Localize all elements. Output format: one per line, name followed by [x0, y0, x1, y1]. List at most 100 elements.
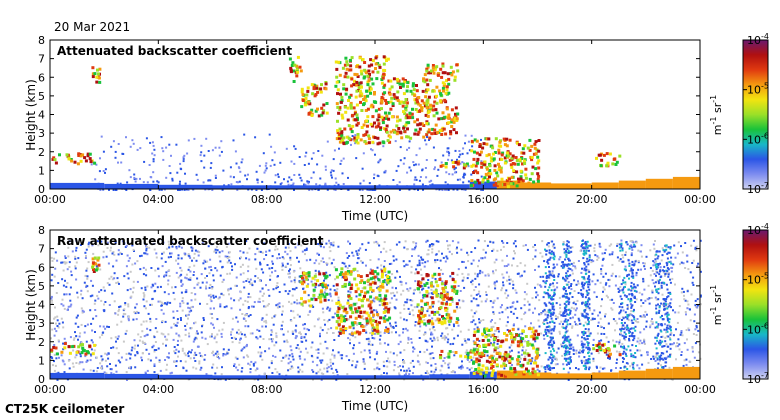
noise-cell — [399, 316, 402, 319]
noise-cell — [188, 335, 191, 338]
noise-cell — [115, 347, 118, 350]
noise-cell — [684, 242, 687, 244]
noise-cell — [253, 301, 256, 304]
noise-cell — [550, 353, 552, 356]
noise-cell — [89, 369, 92, 372]
noise-cell — [128, 169, 131, 172]
noise-cell — [294, 246, 297, 249]
noise-cell — [241, 313, 244, 315]
noise-cell — [445, 327, 448, 330]
noise-cell — [546, 314, 549, 317]
noise-cell — [651, 289, 654, 292]
noise-cell — [112, 189, 115, 191]
noise-cell — [648, 302, 651, 305]
noise-cell — [367, 283, 370, 286]
noise-cell — [143, 305, 146, 308]
noise-cell — [429, 357, 432, 360]
noise-cell — [456, 178, 459, 181]
noise-cell — [656, 367, 659, 370]
noise-cell — [445, 255, 448, 258]
cloud-cell — [381, 118, 385, 122]
noise-cell — [261, 294, 264, 297]
noise-cell — [422, 258, 425, 261]
noise-cell — [117, 161, 119, 164]
noise-cell — [455, 306, 458, 308]
noise-cell — [162, 241, 165, 244]
cloud-cell — [383, 127, 386, 131]
noise-cell — [248, 258, 251, 261]
noise-cell — [631, 240, 634, 243]
noise-cell — [157, 275, 160, 278]
noise-cell — [185, 273, 188, 276]
noise-cell — [376, 362, 379, 365]
noise-cell — [565, 300, 568, 303]
noise-cell — [421, 168, 424, 171]
noise-cell — [476, 326, 479, 329]
noise-cell — [647, 361, 650, 364]
noise-cell — [63, 363, 66, 366]
noise-cell — [583, 278, 586, 281]
cloud-cell — [370, 103, 374, 107]
noise-cell — [424, 167, 427, 169]
noise-cell — [573, 320, 576, 323]
noise-cell — [213, 250, 216, 253]
noise-cell — [145, 245, 148, 248]
noise-cell — [319, 359, 322, 362]
y-tick-label: 0 — [38, 183, 45, 196]
noise-cell — [324, 165, 327, 168]
noise-cell — [210, 300, 213, 303]
noise-cell — [265, 250, 268, 253]
noise-cell — [245, 257, 248, 260]
cloud-cell — [96, 68, 99, 72]
noise-cell — [84, 251, 87, 254]
noise-cell — [195, 337, 198, 340]
noise-cell — [231, 268, 234, 271]
noise-cell — [261, 358, 264, 361]
cloud-cell — [306, 89, 310, 93]
noise-cell — [592, 360, 595, 363]
noise-cell — [305, 259, 308, 262]
noise-cell — [139, 177, 141, 180]
cloud-cell — [295, 67, 299, 71]
noise-cell — [180, 239, 183, 242]
noise-cell — [427, 253, 430, 256]
cloud-cell — [517, 180, 521, 183]
noise-cell — [274, 181, 277, 184]
noise-cell — [375, 309, 378, 312]
noise-cell — [129, 270, 132, 273]
noise-cell — [436, 259, 439, 261]
noise-cell — [230, 331, 233, 334]
noise-cell — [293, 288, 296, 291]
noise-cell — [431, 317, 434, 320]
noise-cell — [562, 243, 565, 246]
noise-cell — [393, 360, 396, 363]
noise-cell — [290, 319, 293, 322]
heatmap-cells — [50, 239, 702, 381]
cloud-cell — [424, 95, 428, 99]
cloud-cell — [359, 138, 363, 142]
noise-cell — [130, 349, 133, 352]
noise-cell — [69, 336, 72, 339]
cloud-cell — [343, 75, 347, 79]
cloud-cell — [498, 165, 501, 169]
noise-cell — [487, 273, 490, 276]
cloud-cell — [395, 115, 399, 119]
noise-cell — [221, 265, 224, 268]
noise-cell — [125, 265, 128, 268]
noise-cell — [328, 274, 331, 277]
noise-cell — [456, 307, 459, 310]
noise-cell — [51, 273, 54, 276]
noise-cell — [263, 258, 266, 261]
noise-cell — [399, 146, 402, 149]
noise-cell — [600, 268, 603, 271]
noise-cell — [421, 183, 424, 186]
noise-cell — [375, 275, 378, 278]
noise-cell — [208, 272, 211, 275]
noise-cell — [604, 272, 607, 275]
noise-cell — [608, 253, 611, 256]
noise-cell — [315, 372, 318, 375]
noise-cell — [457, 268, 460, 271]
noise-cell — [281, 320, 284, 323]
noise-cell — [75, 246, 78, 249]
noise-cell — [145, 247, 148, 250]
